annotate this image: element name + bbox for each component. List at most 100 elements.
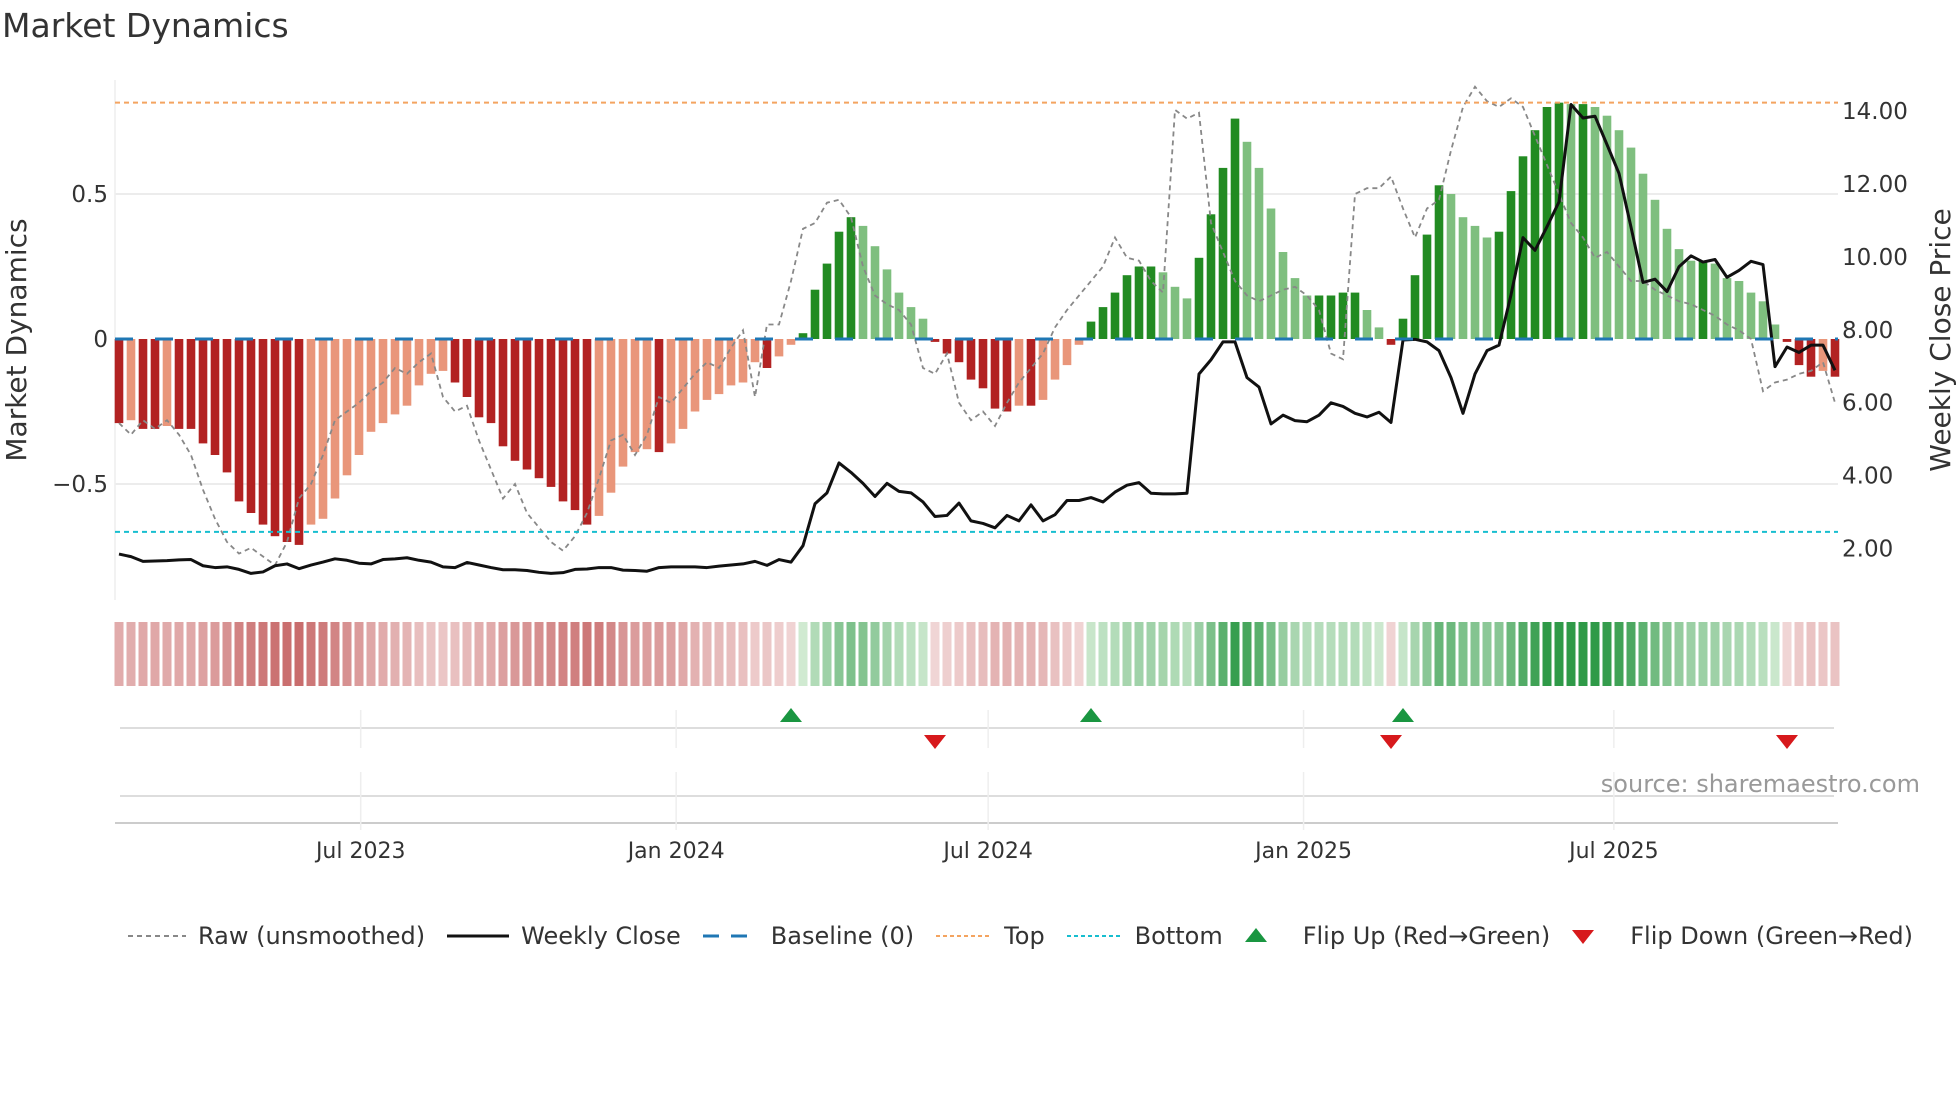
close-series [118, 103, 1837, 575]
legend: Raw (unsmoothed) Weekly Close Baseline (… [128, 922, 1935, 950]
heat-cell [174, 622, 184, 686]
heat-cell [282, 622, 292, 686]
raw-line [118, 85, 1836, 567]
legend-item-close: Weekly Close [447, 922, 681, 950]
legend-label: Flip Down (Green→Red) [1630, 922, 1913, 950]
momentum-bar [1206, 214, 1216, 339]
momentum-bar [1626, 147, 1636, 339]
heat-cell [1038, 622, 1048, 686]
momentum-bar [1494, 231, 1504, 339]
regime-heatmap-strip [114, 622, 1840, 686]
heat-cell [666, 622, 676, 686]
momentum-bar [1386, 339, 1396, 345]
momentum-bar [846, 217, 856, 339]
flip-down-marker [1380, 735, 1402, 749]
heat-cell [654, 622, 664, 686]
momentum-bar [1398, 318, 1408, 339]
heat-cell [642, 622, 652, 686]
momentum-bar [450, 339, 460, 383]
momentum-bar [1566, 104, 1576, 339]
heat-cell [1206, 622, 1216, 686]
momentum-bar [402, 339, 412, 406]
momentum-bar [1638, 173, 1648, 339]
momentum-bar [1170, 286, 1180, 339]
heat-cell [390, 622, 400, 686]
momentum-bar [690, 339, 700, 412]
heat-cell [1554, 622, 1564, 686]
heat-cell [1254, 622, 1264, 686]
heat-cell [1734, 622, 1744, 686]
heat-cell [1122, 622, 1132, 686]
momentum-bar [990, 339, 1000, 409]
heat-cell [1482, 622, 1492, 686]
momentum-bar [1434, 185, 1444, 339]
heat-cell [810, 622, 820, 686]
momentum-bar [1410, 275, 1420, 339]
heat-cell [1014, 622, 1024, 686]
momentum-bar [966, 339, 976, 380]
heat-cell [1074, 622, 1084, 686]
heat-cell [1458, 622, 1468, 686]
flip-up-marker [1080, 708, 1102, 722]
heat-cell [1830, 622, 1840, 686]
momentum-bar [546, 339, 556, 487]
raw-line-swatch-icon [128, 935, 186, 937]
momentum-bars [114, 102, 1840, 545]
legend-item-top: Top [936, 922, 1045, 950]
right-tick-label: 6.00 [1842, 391, 1893, 417]
heat-cell [1182, 622, 1192, 686]
momentum-bar [1746, 292, 1756, 339]
heat-cell [1638, 622, 1648, 686]
raw-series [118, 85, 1836, 567]
momentum-bar [1518, 156, 1528, 339]
heat-cell [1542, 622, 1552, 686]
momentum-bar [1710, 263, 1720, 339]
momentum-bar [1734, 281, 1744, 339]
momentum-bar [570, 339, 580, 511]
heat-cell [594, 622, 604, 686]
momentum-bar [150, 339, 160, 429]
heat-cell [1170, 622, 1180, 686]
legend-item-bottom: Bottom [1066, 922, 1223, 950]
heat-cell [378, 622, 388, 686]
momentum-bar [906, 307, 916, 339]
x-tick-label: Jan 2025 [1253, 839, 1352, 864]
heat-cell [342, 622, 352, 686]
momentum-bar [1326, 295, 1336, 339]
heat-cell [1698, 622, 1708, 686]
heat-cell [1050, 622, 1060, 686]
momentum-bar [1782, 339, 1792, 342]
heat-cell [186, 622, 196, 686]
heat-cell [1590, 622, 1600, 686]
heat-cell [270, 622, 280, 686]
momentum-bar [618, 339, 628, 467]
heat-cell [678, 622, 688, 686]
momentum-bar [282, 339, 292, 542]
momentum-bar [1062, 339, 1072, 366]
legend-label: Top [1004, 922, 1045, 950]
heat-cell [1314, 622, 1324, 686]
heat-cell [1266, 622, 1276, 686]
close-line [118, 103, 1837, 575]
momentum-bar [174, 339, 184, 429]
legend-label: Bottom [1134, 922, 1223, 950]
right-tick-label: 4.00 [1842, 464, 1893, 490]
momentum-bar [1014, 339, 1024, 406]
heat-cell [162, 622, 172, 686]
momentum-bar [510, 339, 520, 461]
momentum-bar [138, 339, 148, 429]
heat-cell [1818, 622, 1828, 686]
momentum-bar [1362, 310, 1372, 339]
momentum-bar [126, 339, 136, 421]
flip-down-marker [924, 735, 946, 749]
heat-cell [1566, 622, 1576, 686]
heat-cell [714, 622, 724, 686]
heat-cell [1158, 622, 1168, 686]
momentum-bar [258, 339, 268, 525]
momentum-bar [822, 263, 832, 339]
left-tick-label: 0.5 [71, 182, 108, 208]
momentum-bar [246, 339, 256, 513]
momentum-bar [954, 339, 964, 363]
heat-cell [762, 622, 772, 686]
